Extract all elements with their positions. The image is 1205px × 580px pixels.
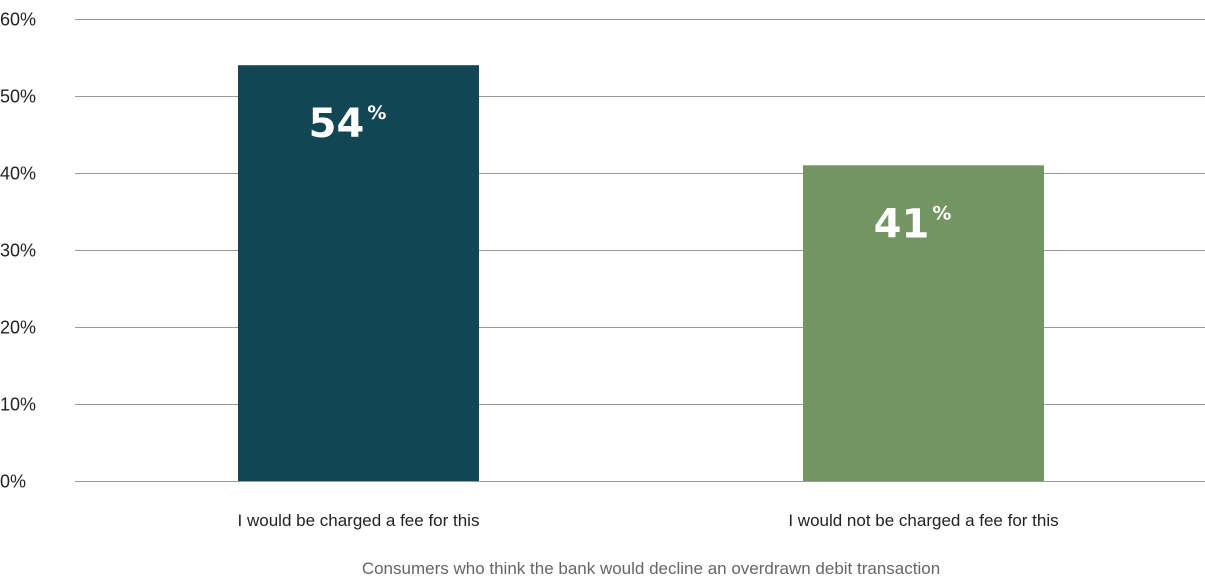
category-label: I would be charged a fee for this <box>238 511 480 530</box>
bar <box>238 65 479 481</box>
data-label-percent-sign: % <box>932 202 951 224</box>
bars <box>238 65 1044 482</box>
y-tick-label: 30% <box>0 241 36 261</box>
y-tick-label: 20% <box>0 318 36 338</box>
y-tick-label: 40% <box>0 164 36 184</box>
category-label: I would not be charged a fee for this <box>788 511 1058 530</box>
x-axis-category-labels: I would be charged a fee for this I would… <box>238 511 1059 530</box>
x-axis-title: Consumers who think the bank would decli… <box>362 559 940 578</box>
y-tick-label: 0% <box>0 472 26 492</box>
y-axis-tick-labels: 0% 10% 20% 30% 40% 50% 60% <box>0 10 36 492</box>
y-tick-label: 10% <box>0 395 36 415</box>
bar <box>803 165 1044 482</box>
y-tick-label: 60% <box>0 10 36 30</box>
y-tick-label: 50% <box>0 87 36 107</box>
data-label-percent-sign: % <box>367 102 386 124</box>
data-labels: 54 %41% <box>309 101 952 247</box>
